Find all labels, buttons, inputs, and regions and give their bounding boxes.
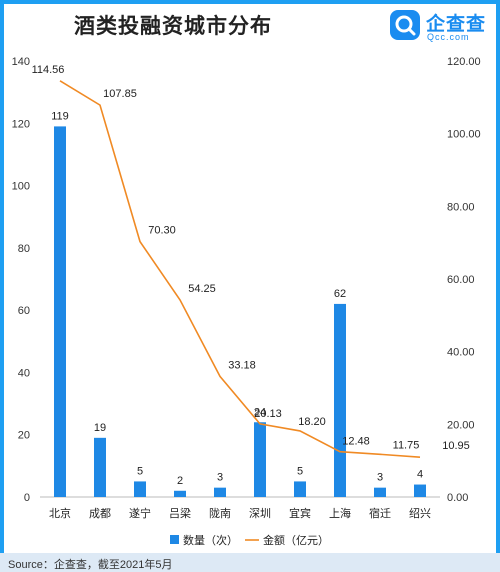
bar-value-label: 4	[417, 469, 423, 481]
line-value-label: 107.85	[103, 88, 137, 100]
qcc-logo-icon	[390, 10, 420, 40]
bar-value-label: 19	[94, 422, 106, 434]
y-right-tick-label: 0.00	[447, 492, 468, 504]
y-left-tick-label: 100	[12, 181, 30, 193]
bar-value-label: 5	[137, 465, 143, 477]
line-value-label: 18.20	[298, 416, 326, 428]
x-tick-label: 北京	[49, 506, 71, 520]
qcc-logo: 企查查 Qcc.com	[390, 8, 490, 48]
bar-value-label: 119	[51, 110, 69, 122]
source-text: Source：企查查，截至2021年5月	[8, 559, 173, 571]
logo-sub: Qcc.com	[427, 32, 470, 42]
combo-chart: 0 20 40 60 80 100 120 140 0.00 20.00 40.00 60.00 80.…	[12, 56, 481, 547]
y-left-tick-label: 120	[12, 118, 30, 130]
legend-line-label: 金额（亿元）	[263, 533, 329, 547]
y-right-tick-label: 60.00	[447, 274, 475, 286]
y-left-tick-label: 40	[18, 367, 30, 379]
y-left-tick-label: 20	[18, 430, 30, 442]
bar	[374, 487, 386, 497]
bar-value-label: 24	[254, 406, 266, 418]
x-tick-label: 绍兴	[409, 506, 431, 520]
bar-value-label: 62	[334, 288, 346, 300]
line-value-label: 70.30	[148, 225, 176, 237]
line-value-label: 33.18	[228, 359, 256, 371]
x-tick-label: 吕梁	[169, 506, 191, 520]
y-left-tick-label: 0	[24, 492, 30, 504]
chart-title: 酒类投融资城市分布	[74, 15, 272, 38]
legend-bar-label: 数量（次）	[183, 533, 238, 547]
y-right-tick-label: 100.00	[447, 129, 481, 141]
y-left-tick-label: 80	[18, 243, 30, 255]
source-footer: Source：企查查，截至2021年5月	[0, 553, 500, 572]
amount-line	[59, 80, 421, 458]
line-value-label: 10.95	[442, 440, 470, 452]
x-tick-label: 深圳	[249, 507, 271, 520]
bar	[134, 481, 146, 497]
bar-value-label: 5	[297, 465, 303, 477]
x-tick-label: 陇南	[209, 506, 231, 520]
x-tick-label: 宿迁	[369, 506, 391, 520]
line-value-label: 114.56	[32, 64, 65, 76]
y-right-tick-label: 80.00	[447, 201, 475, 213]
bar	[254, 422, 266, 497]
y-right-tick-label: 20.00	[447, 419, 475, 431]
y-left-tick-label: 140	[12, 56, 30, 68]
bar	[54, 126, 66, 498]
bar-value-label: 3	[377, 472, 383, 484]
bar	[94, 437, 106, 497]
y-right-tick-label: 120.00	[447, 56, 481, 68]
line-value-label: 54.25	[188, 283, 216, 295]
x-tick-label: 上海	[329, 506, 351, 520]
logo-name: 企查查	[426, 14, 487, 35]
bar	[214, 487, 226, 497]
bar-value-label: 3	[217, 472, 223, 484]
line-value-label: 11.75	[393, 439, 420, 451]
y-right-tick-label: 40.00	[447, 347, 475, 359]
bar	[334, 303, 346, 497]
legend-bar-swatch	[170, 535, 179, 544]
bar	[294, 481, 306, 497]
x-tick-label: 成都	[89, 507, 111, 520]
x-tick-label: 遂宁	[129, 506, 151, 520]
bar-value-label: 2	[177, 475, 183, 487]
line-value-label: 20.13	[254, 408, 282, 420]
x-tick-label: 宜宾	[289, 506, 311, 520]
y-left-tick-label: 60	[18, 305, 30, 317]
line-value-label: 12.48	[342, 436, 370, 448]
bar	[174, 490, 186, 497]
bar	[414, 484, 426, 497]
